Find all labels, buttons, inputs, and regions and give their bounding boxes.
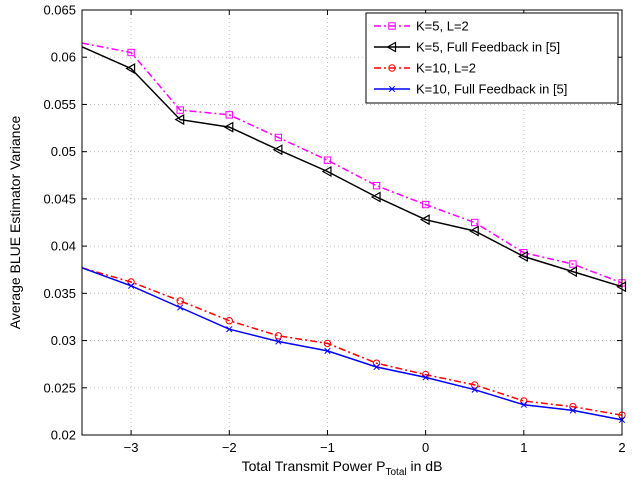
x-axis-title: Total Transmit Power PTotal in dB <box>242 458 443 478</box>
x-axis-title-subscript: Total <box>386 467 407 478</box>
legend-marker <box>388 22 396 30</box>
legend-marker <box>386 41 397 53</box>
legend-item: K=10, L=2 <box>374 61 476 76</box>
data-point <box>275 338 282 345</box>
y-tick-label: 0.02 <box>51 428 76 443</box>
data-point <box>323 339 332 348</box>
legend-label: K=5, Full Feedback in [5] <box>416 40 560 55</box>
marker-stroke <box>324 347 331 355</box>
y-tick-label: 0.045 <box>43 191 76 206</box>
x-tick-label: 1 <box>520 440 527 455</box>
y-tick-label: 0.055 <box>43 97 76 112</box>
legend-marker <box>388 85 396 93</box>
data-point <box>225 111 233 119</box>
x-axis-title-suffix: in dB <box>407 458 443 474</box>
tick-layer: −3 −2 −1 0 1 2 0.02 0.025 0.03 0.035 0.04 0.045 0.05… <box>43 3 625 456</box>
marker-stroke <box>471 386 478 393</box>
marker-stroke <box>275 338 282 345</box>
series-layer <box>81 42 627 424</box>
data-point <box>520 401 527 408</box>
data-point <box>321 165 332 178</box>
data-point <box>125 63 136 75</box>
legend-item: K=10, Full Feedback in [5] <box>374 82 567 97</box>
data-point <box>569 407 577 414</box>
plot-frame <box>81 9 623 436</box>
x-axis-title-main: Total Transmit Power P <box>242 458 386 474</box>
data-point <box>177 304 184 311</box>
y-tick-label: 0.065 <box>43 3 76 18</box>
legend-item: K=5, L=2 <box>374 19 469 34</box>
y-tick-label: 0.03 <box>51 333 76 348</box>
data-point <box>225 317 233 325</box>
data-point <box>176 106 184 114</box>
data-point <box>471 218 479 227</box>
data-point <box>174 114 185 126</box>
marker-stroke <box>127 282 135 289</box>
marker-stroke <box>177 304 184 311</box>
legend-box <box>365 12 619 104</box>
legend-marker <box>388 64 396 72</box>
y-tick-label: 0.025 <box>43 380 76 395</box>
data-point <box>370 191 381 203</box>
data-point <box>372 181 381 190</box>
legend: K=5, L=2 K=5, Full Feedback in [5] K=10, L… <box>365 12 619 104</box>
y-tick-label: 0.06 <box>51 50 76 65</box>
marker-stroke <box>520 401 527 408</box>
y-tick-label: 0.05 <box>51 144 76 159</box>
data-point <box>274 332 283 340</box>
series-line <box>81 267 623 416</box>
series-4 <box>81 267 626 424</box>
data-point <box>324 347 331 355</box>
x-tick-label: −3 <box>124 440 139 455</box>
series-line <box>81 42 623 284</box>
data-point <box>127 282 135 289</box>
data-point <box>323 156 332 164</box>
x-tick-label: −2 <box>222 440 237 455</box>
legend-label: K=10, L=2 <box>416 61 476 76</box>
data-point <box>419 214 430 226</box>
series-3 <box>81 267 626 419</box>
marker-stroke <box>422 374 429 381</box>
data-point <box>176 297 184 305</box>
data-point <box>274 133 283 142</box>
legend-label: K=10, Full Feedback in [5] <box>416 82 567 97</box>
marker-stroke <box>373 363 380 371</box>
series-line <box>81 267 623 421</box>
marker-stroke <box>388 85 396 93</box>
data-point <box>421 200 430 209</box>
x-tick-label: −1 <box>320 440 335 455</box>
y-tick-label: 0.04 <box>51 239 76 254</box>
data-point <box>223 121 234 133</box>
x-tick-label: 2 <box>618 440 625 455</box>
data-point <box>373 363 380 371</box>
data-point <box>471 386 478 393</box>
data-point <box>471 381 479 389</box>
data-point <box>518 250 528 263</box>
series-line <box>81 46 623 288</box>
data-point <box>272 144 283 156</box>
data-point <box>569 260 577 268</box>
y-tick-label: 0.035 <box>43 286 76 301</box>
legend-item: K=5, Full Feedback in [5] <box>374 40 560 55</box>
data-point <box>469 225 479 237</box>
data-point <box>567 266 578 278</box>
marker-stroke <box>569 407 577 414</box>
data-point <box>226 326 233 333</box>
data-point <box>127 48 135 57</box>
legend-label: K=5, L=2 <box>416 19 469 34</box>
data-point <box>422 374 429 381</box>
y-axis-title: Average BLUE Estimator Variance <box>7 116 23 330</box>
marker-stroke <box>226 326 233 333</box>
x-tick-label: 0 <box>422 440 429 455</box>
